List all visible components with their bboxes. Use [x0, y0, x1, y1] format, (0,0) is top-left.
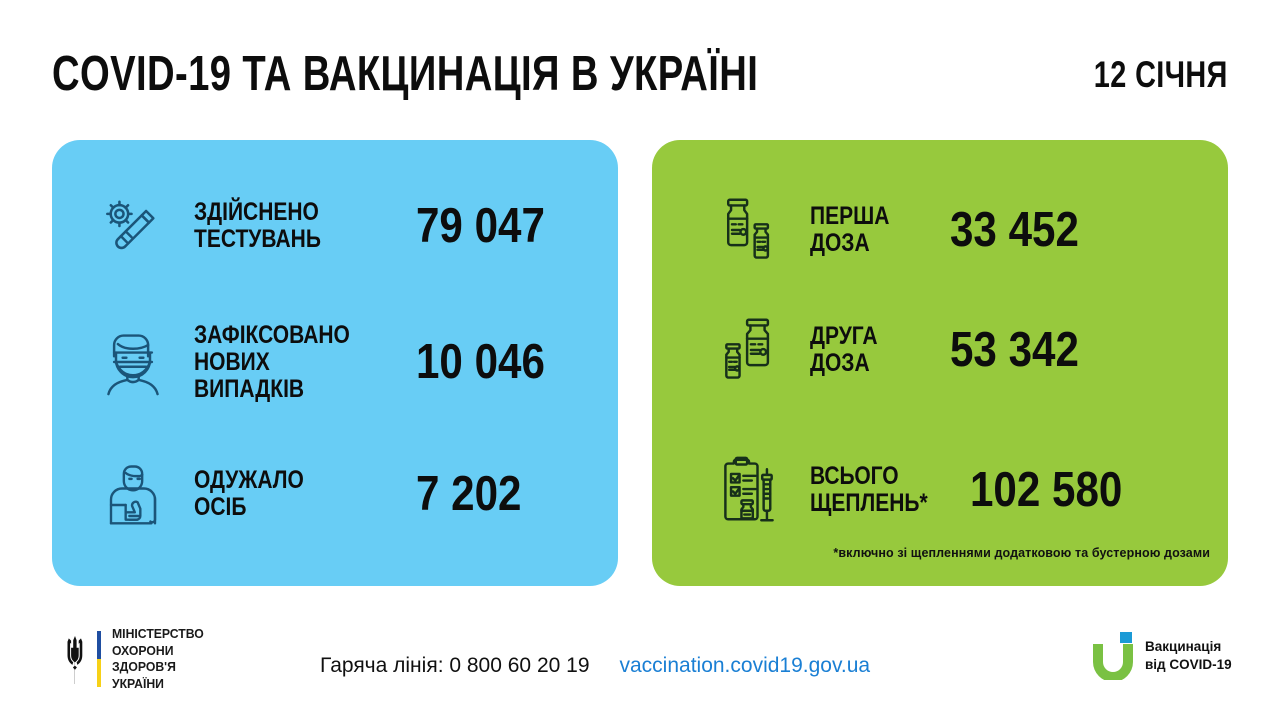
thumbs-up-person-icon [94, 452, 172, 536]
covid-statistics-rows: ЗДІЙСНЕНО ТЕСТУВАНЬ 79 047 [52, 140, 618, 586]
vaccination-logo: Вакцинація від COVID-19 [1090, 632, 1232, 682]
stat-label-first-dose: ПЕРША ДОЗА [810, 202, 890, 257]
stat-label-recovered: ОДУЖАЛО ОСІБ [194, 466, 304, 521]
ministry-name: МІНІСТЕРСТВО ОХОРОНИ ЗДОРОВ'Я УКРАЇНИ [112, 626, 204, 691]
stat-label-new-cases: ЗАФІКСОВАНО НОВИХ ВИПАДКІВ [194, 320, 350, 403]
stat-label-second-dose: ДРУГА ДОЗА [810, 322, 878, 377]
vaccination-v-logo-icon [1090, 632, 1136, 682]
vaccine-vials-second-icon [710, 308, 788, 392]
stat-row-first-dose: ПЕРША ДОЗА 33 452 [710, 180, 1100, 280]
stat-row-second-dose: ДРУГА ДОЗА 53 342 [710, 300, 1100, 400]
stat-row-tests: ЗДІЙСНЕНО ТЕСТУВАНЬ 79 047 [94, 184, 566, 268]
page-title: COVID-19 ТА ВАКЦИНАЦІЯ В УКРАЇНІ [52, 46, 759, 101]
stat-label-total-vaccinations: ВСЬОГО ЩЕПЛЕНЬ* [810, 462, 928, 517]
flag-divider [97, 631, 101, 688]
stat-value-total-vaccinations: 102 580 [970, 462, 1123, 517]
masked-person-icon [94, 320, 172, 404]
page-footer: МІНІСТЕРСТВО ОХОРОНИ ЗДОРОВ'Я УКРАЇНИ Га… [0, 612, 1280, 720]
vaccine-vials-first-icon [710, 188, 788, 272]
contact-block: Гаряча лінія: 0 800 60 20 19 vaccination… [320, 654, 870, 678]
hotline-text: Гаряча лінія: 0 800 60 20 19 [320, 654, 590, 677]
page-header: COVID-19 ТА ВАКЦИНАЦІЯ В УКРАЇНІ 12 СІЧН… [52, 44, 1228, 104]
vaccination-statistics-card: ПЕРША ДОЗА 33 452 [652, 140, 1228, 586]
covid-statistics-card: ЗДІЙСНЕНО ТЕСТУВАНЬ 79 047 [52, 140, 618, 586]
ministry-of-health-logo: МІНІСТЕРСТВО ОХОРОНИ ЗДОРОВ'Я УКРАЇНИ [62, 626, 210, 693]
stat-value-new-cases: 10 046 [416, 334, 545, 389]
clipboard-syringe-icon [710, 448, 788, 532]
stat-value-first-dose: 33 452 [950, 202, 1079, 257]
vaccination-logo-text: Вакцинація від COVID-19 [1145, 639, 1232, 672]
website-link[interactable]: vaccination.covid19.gov.ua [619, 654, 871, 677]
stat-row-recovered: ОДУЖАЛО ОСІБ 7 202 [94, 448, 539, 540]
stat-row-new-cases: ЗАФІКСОВАНО НОВИХ ВИПАДКІВ 10 046 [94, 308, 566, 416]
stat-row-total-vaccinations: ВСЬОГО ЩЕПЛЕНЬ* 102 580 [710, 440, 1147, 540]
stat-value-second-dose: 53 342 [950, 322, 1079, 377]
stat-value-recovered: 7 202 [416, 466, 522, 521]
vaccination-statistics-rows: ПЕРША ДОЗА 33 452 [652, 140, 1228, 586]
stat-value-tests: 79 047 [416, 198, 545, 253]
stat-label-tests: ЗДІЙСНЕНО ТЕСТУВАНЬ [194, 198, 321, 253]
test-tube-virus-icon [94, 184, 172, 268]
vaccination-footnote: *включно зі щепленнями додатковою та бус… [833, 546, 1210, 560]
ukraine-trident-icon [62, 634, 88, 685]
page-date: 12 СІЧНЯ [1094, 53, 1228, 95]
